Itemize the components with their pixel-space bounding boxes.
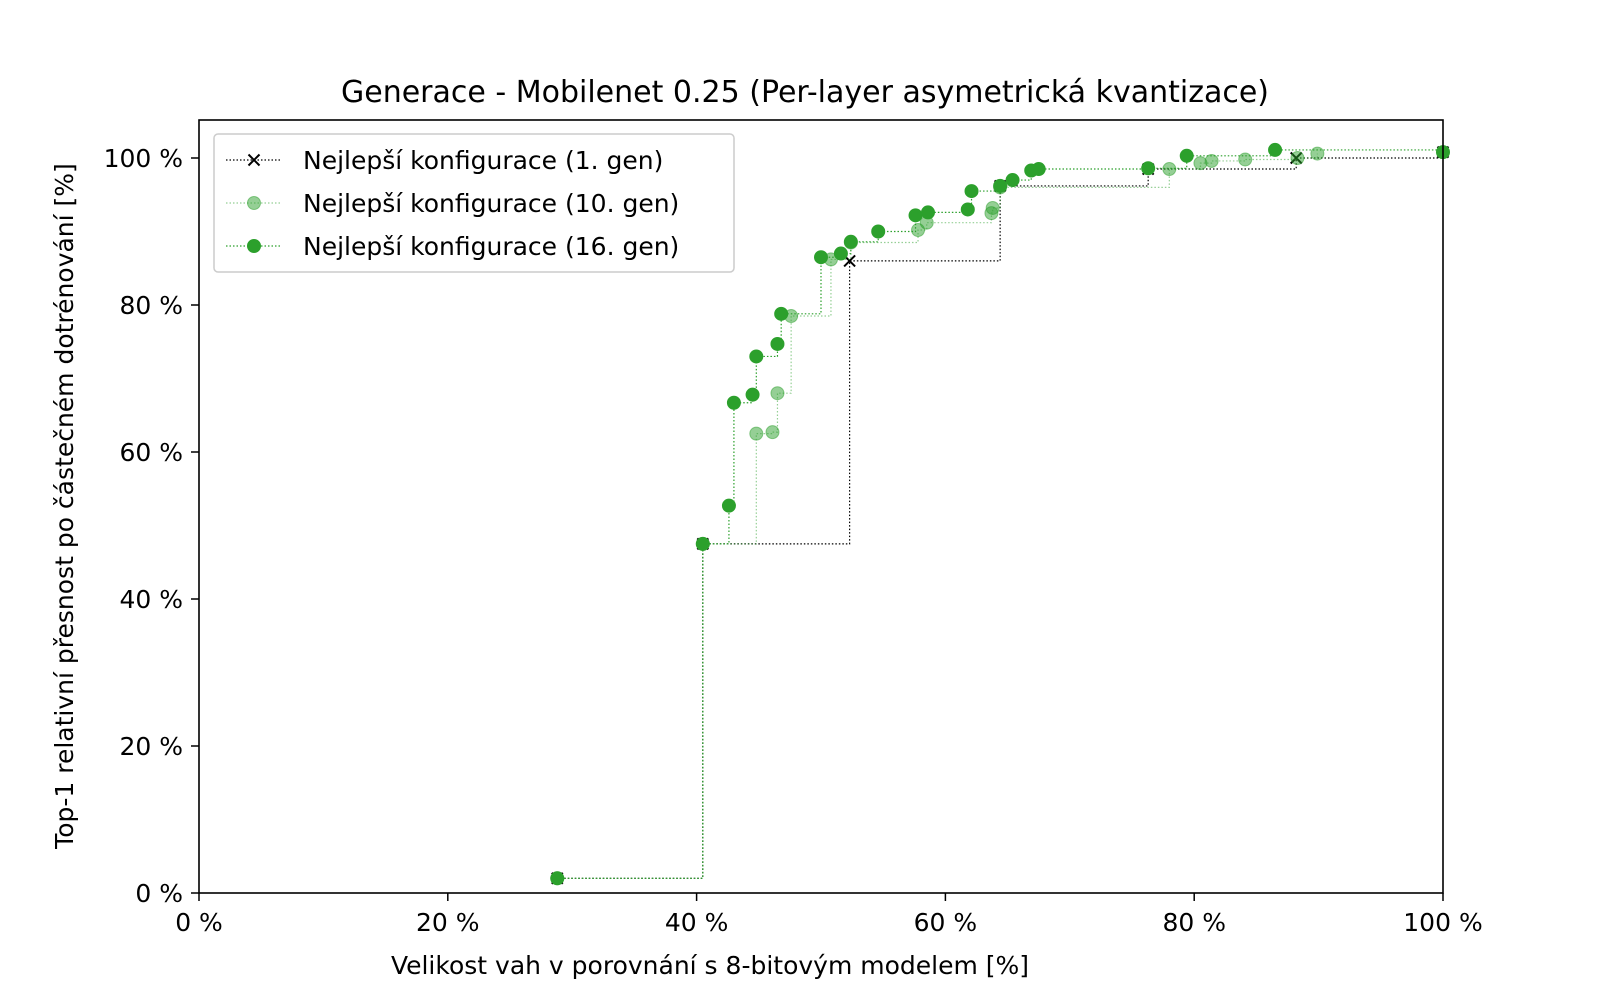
data-point — [745, 387, 760, 402]
data-point — [1193, 156, 1208, 171]
data-point — [749, 426, 764, 441]
legend-label: Nejlepší konfigurace (1. gen) — [303, 146, 663, 175]
y-tick-label: 60 % — [119, 438, 183, 467]
data-point — [960, 202, 975, 217]
y-tick-label: 40 % — [119, 585, 183, 614]
series-layer — [550, 142, 1450, 886]
data-point — [993, 178, 1008, 193]
legend: Nejlepší konfigurace (1. gen) Nejlepší ko… — [213, 133, 735, 273]
y-tick-label: 0 % — [135, 879, 183, 908]
x-tick-label: 100 % — [1403, 908, 1482, 937]
legend-label: Nejlepší konfigurace (16. gen) — [303, 232, 679, 261]
chart-title: Generace - Mobilenet 0.25 (Per-layer asy… — [341, 75, 1269, 110]
data-point — [1179, 148, 1194, 163]
legend-item: Nejlepší konfigurace (16. gen) — [226, 232, 679, 261]
data-point — [550, 871, 565, 886]
data-point — [843, 234, 858, 249]
y-tick-label: 80 % — [119, 291, 183, 320]
data-point — [1141, 161, 1156, 176]
data-point — [1204, 153, 1219, 168]
legend-item: Nejlepší konfigurace (1. gen) — [226, 146, 663, 175]
y-tick-label: 20 % — [119, 732, 183, 761]
data-point — [749, 349, 764, 364]
data-point — [770, 386, 785, 401]
data-point — [726, 395, 741, 410]
data-point — [1290, 151, 1305, 165]
legend-marker — [247, 196, 261, 210]
legend-marker — [247, 153, 261, 167]
data-point — [1005, 173, 1020, 188]
data-point — [964, 184, 979, 199]
data-point — [770, 336, 785, 351]
legend-item: Nejlepší konfigurace (10. gen) — [226, 189, 679, 218]
y-tick-label: 100 % — [104, 144, 183, 173]
legend-marker — [247, 239, 261, 253]
y-axis: 0 % 20 % 40 % 60 % 80 % 100 % — [104, 144, 199, 908]
plot-frame — [198, 119, 1444, 894]
data-point — [985, 200, 1000, 215]
data-point — [721, 498, 736, 513]
x-tick-label: 40 % — [665, 908, 729, 937]
data-point — [920, 205, 935, 220]
data-point — [814, 250, 828, 265]
data-point — [765, 425, 780, 440]
legend-entries: Nejlepší konfigurace (1. gen) Nejlepší ko… — [226, 146, 679, 261]
data-point — [1162, 162, 1177, 177]
data-point — [871, 224, 886, 239]
data-point — [908, 208, 923, 223]
x-tick-label: 60 % — [914, 908, 978, 937]
legend-box — [213, 133, 735, 273]
series-3 — [550, 142, 1450, 886]
data-point — [833, 246, 848, 261]
legend-label: Nejlepší konfigurace (10. gen) — [303, 189, 679, 218]
y-axis-label: Top-1 relativní přesnost po částečném do… — [50, 163, 79, 850]
data-point — [774, 306, 789, 321]
x-axis-label: Velikost vah v porovnání s 8-bitovým mod… — [391, 951, 1029, 980]
data-point — [1238, 152, 1253, 167]
data-point — [1031, 162, 1046, 177]
x-tick-label: 20 % — [416, 908, 480, 937]
data-point — [695, 536, 710, 551]
data-point — [1268, 142, 1283, 157]
x-axis: 0 % 20 % 40 % 60 % 80 % 100 % — [175, 893, 1483, 937]
x-tick-label: 0 % — [175, 908, 223, 937]
data-point — [1310, 146, 1325, 161]
x-tick-label: 80 % — [1162, 908, 1226, 937]
